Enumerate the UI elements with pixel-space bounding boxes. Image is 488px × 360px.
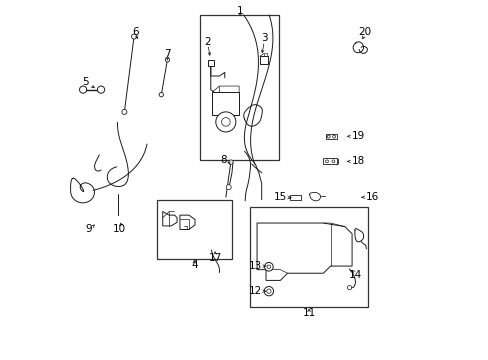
Text: 2: 2 — [204, 37, 211, 47]
Text: 18: 18 — [351, 156, 364, 166]
Text: 1: 1 — [236, 6, 243, 16]
Circle shape — [264, 287, 273, 296]
Circle shape — [97, 86, 104, 93]
Circle shape — [221, 118, 230, 126]
Text: 13: 13 — [248, 261, 261, 271]
Circle shape — [165, 58, 169, 62]
Circle shape — [131, 34, 136, 39]
Text: 11: 11 — [302, 309, 315, 318]
Bar — [323, 158, 336, 164]
Circle shape — [326, 135, 329, 138]
Text: 5: 5 — [82, 77, 89, 87]
Circle shape — [228, 160, 233, 164]
Text: 20: 20 — [357, 27, 370, 37]
Text: 9: 9 — [85, 225, 92, 234]
Circle shape — [215, 112, 235, 132]
Text: 12: 12 — [248, 286, 261, 296]
Circle shape — [266, 289, 270, 293]
Text: 4: 4 — [191, 260, 197, 270]
Bar — [260, 56, 267, 64]
Text: 15: 15 — [273, 192, 286, 202]
Text: 14: 14 — [347, 270, 361, 280]
Bar — [212, 92, 239, 116]
Text: 17: 17 — [208, 253, 221, 263]
Circle shape — [332, 135, 335, 138]
Circle shape — [264, 262, 273, 271]
Text: 3: 3 — [261, 33, 267, 43]
Text: 10: 10 — [113, 225, 126, 234]
Bar — [289, 195, 300, 200]
Bar — [199, 15, 278, 160]
Circle shape — [325, 160, 328, 163]
Text: 19: 19 — [351, 131, 364, 141]
Circle shape — [80, 86, 86, 93]
Bar — [156, 200, 231, 259]
Text: 7: 7 — [164, 49, 170, 59]
Bar — [207, 60, 214, 66]
Circle shape — [346, 285, 351, 290]
Circle shape — [122, 109, 126, 114]
Text: 16: 16 — [365, 192, 378, 202]
Circle shape — [266, 265, 270, 269]
Circle shape — [331, 160, 334, 163]
Text: 6: 6 — [132, 27, 138, 37]
Text: 8: 8 — [220, 155, 227, 165]
Circle shape — [159, 93, 163, 97]
Bar — [325, 134, 336, 139]
Bar — [249, 207, 367, 307]
Circle shape — [226, 185, 231, 190]
